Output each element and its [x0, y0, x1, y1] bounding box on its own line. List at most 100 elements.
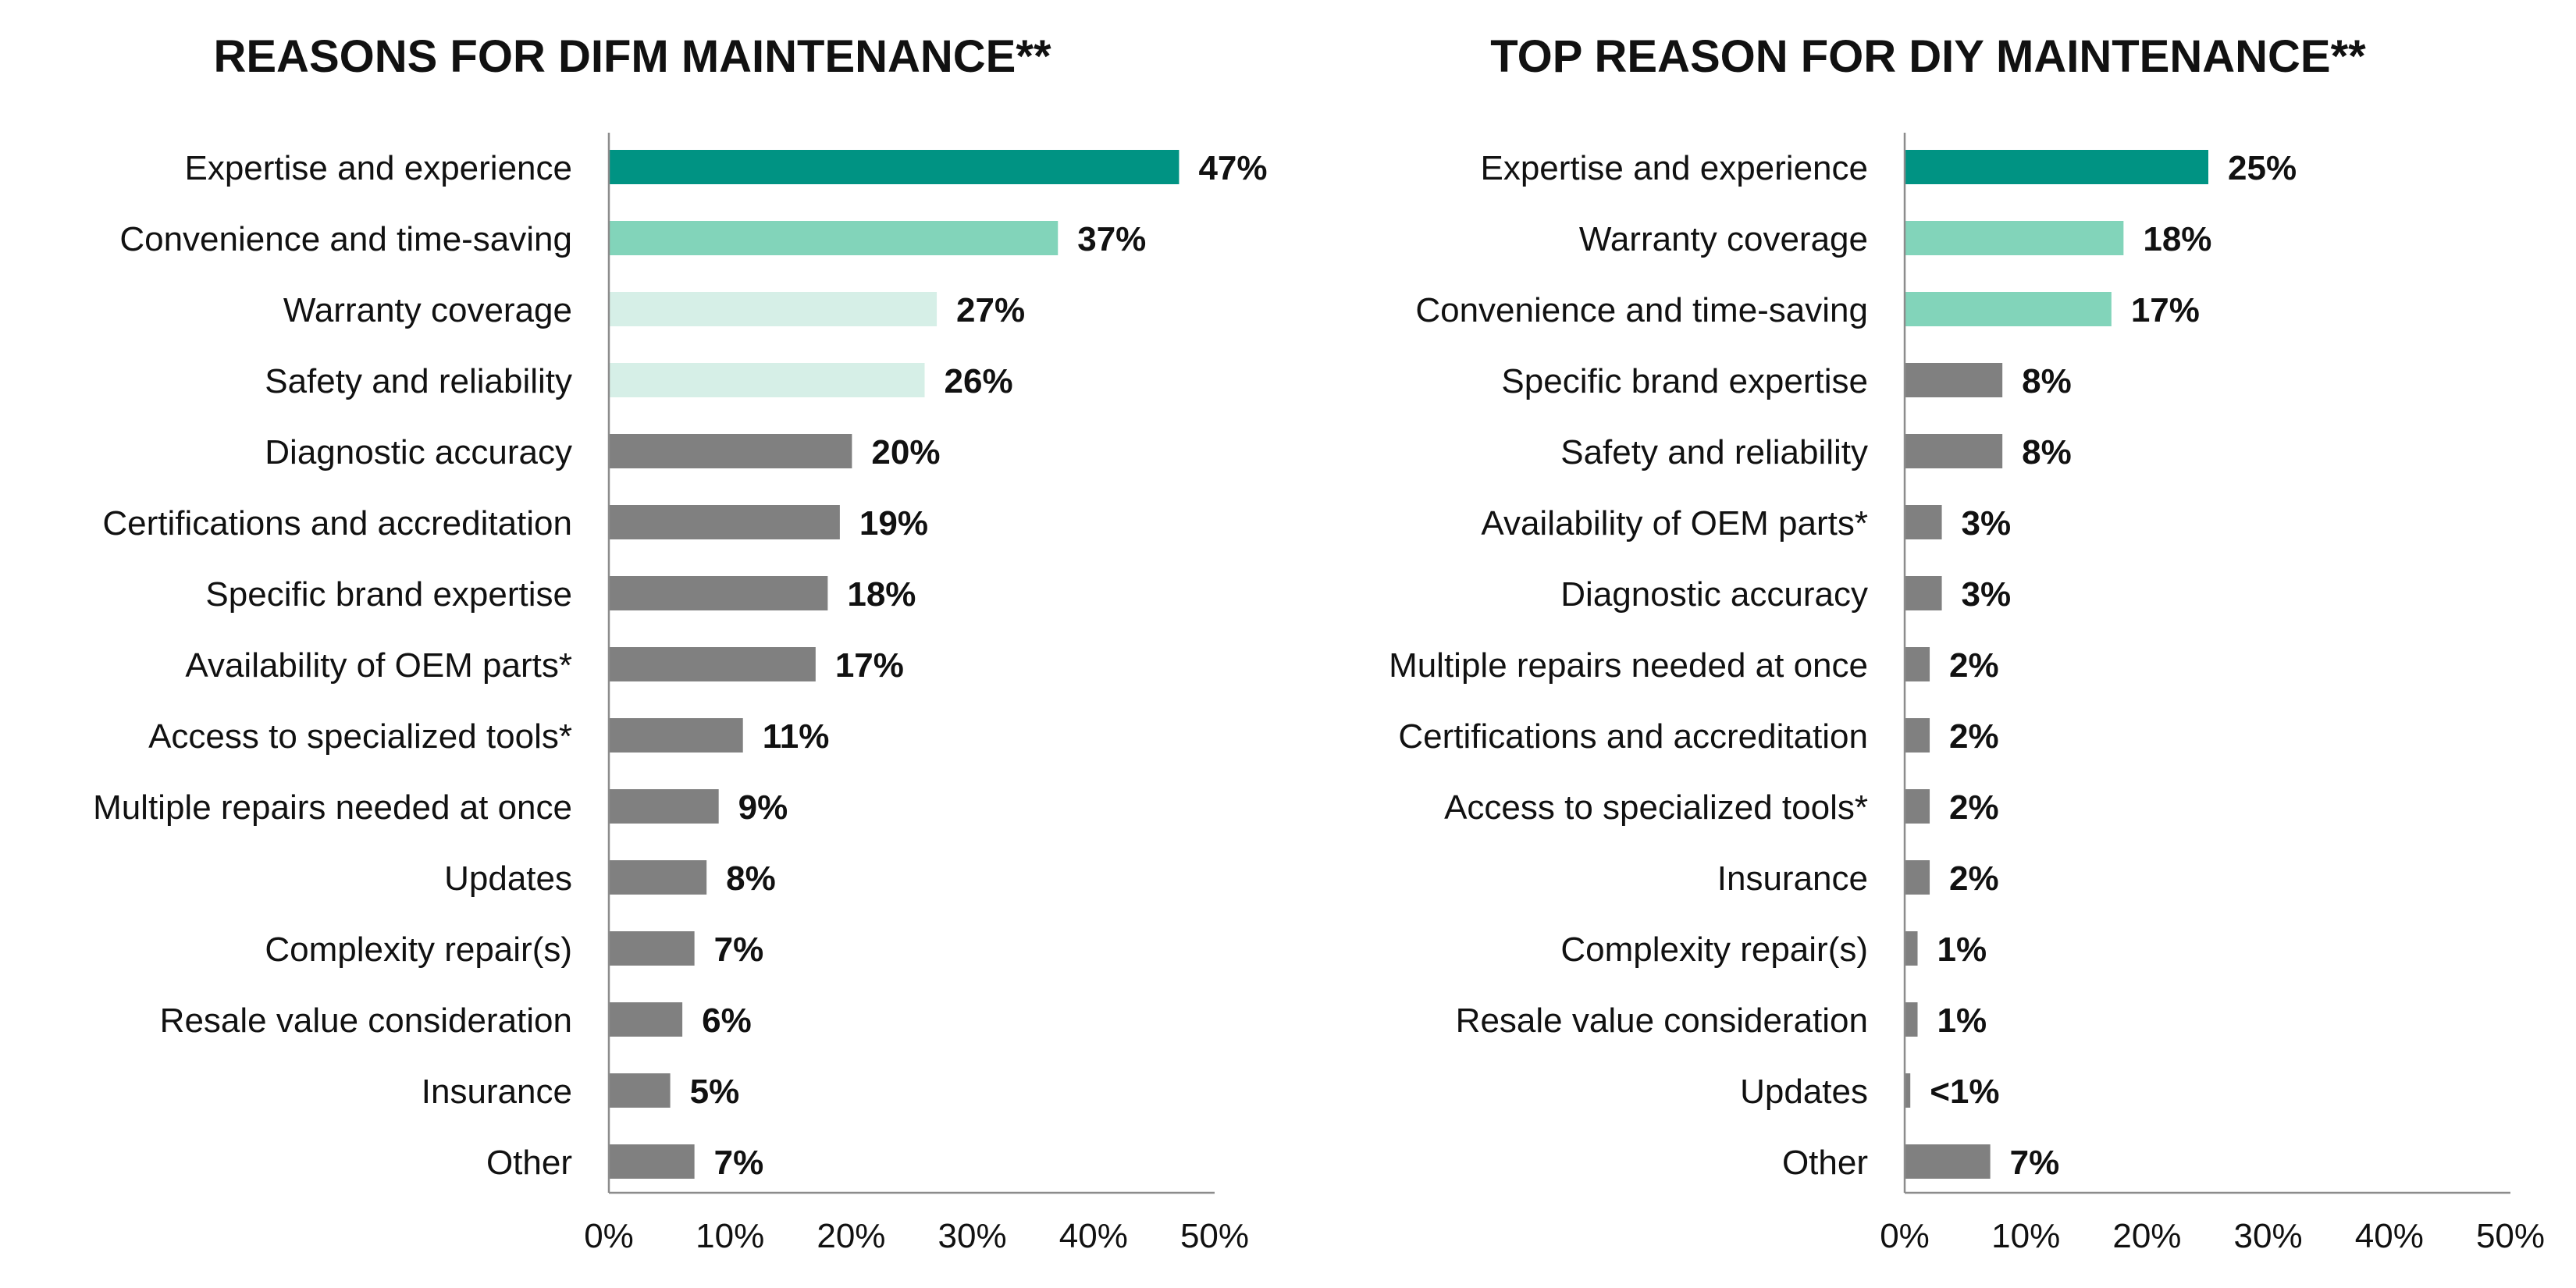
- diy-bar-1: [1905, 221, 2124, 255]
- diy-bar-2: [1905, 292, 2112, 326]
- diy-value-label-0: 25%: [2228, 149, 2297, 187]
- difm-bar-4: [610, 434, 852, 468]
- difm-bar-9: [610, 789, 719, 824]
- difm-value-label-11: 7%: [714, 930, 764, 969]
- diy-bar-0: [1905, 150, 2208, 184]
- difm-category-label-13: Insurance: [422, 1073, 572, 1111]
- diy-bar-11: [1905, 931, 1918, 966]
- diy-category-label-3: Specific brand expertise: [1501, 362, 1868, 400]
- diy-category-label-7: Multiple repairs needed at once: [1389, 646, 1868, 685]
- difm-category-label-8: Access to specialized tools*: [148, 717, 572, 756]
- difm-bar-13: [610, 1073, 671, 1108]
- diy-bar-13: [1905, 1073, 1911, 1108]
- difm-bar-5: [610, 505, 840, 539]
- difm-value-label-9: 9%: [738, 788, 788, 827]
- diy-bar-3: [1905, 363, 2003, 397]
- difm-value-label-0: 47%: [1198, 149, 1267, 187]
- diy-bar-6: [1905, 576, 1942, 610]
- difm-bar-8: [610, 718, 743, 753]
- diy-value-label-5: 3%: [1962, 504, 2012, 543]
- difm-bar-chart: Expertise and experience 47% Convenience a…: [93, 133, 1268, 1255]
- difm-x-tick-label-3: 30%: [938, 1217, 1007, 1255]
- diy-x-tick-label-0: 0%: [1880, 1217, 1930, 1255]
- difm-value-label-5: 19%: [859, 504, 928, 543]
- difm-category-label-6: Specific brand expertise: [205, 575, 572, 614]
- difm-value-label-6: 18%: [847, 575, 916, 614]
- difm-value-label-14: 7%: [714, 1144, 764, 1182]
- diy-value-label-13: <1%: [1930, 1073, 1999, 1111]
- diy-value-label-6: 3%: [1962, 575, 2012, 614]
- difm-value-label-10: 8%: [726, 859, 776, 898]
- diy-value-label-1: 18%: [2143, 220, 2211, 258]
- difm-bar-0: [610, 150, 1179, 184]
- diy-x-tick-label-3: 30%: [2234, 1217, 2303, 1255]
- difm-category-label-12: Resale value consideration: [160, 1002, 572, 1040]
- diy-bar-chart: Expertise and experience 25% Warranty cove…: [1389, 133, 2545, 1255]
- diy-category-label-10: Insurance: [1717, 859, 1868, 898]
- diy-category-label-0: Expertise and experience: [1480, 149, 1868, 187]
- diy-x-tick-label-4: 40%: [2355, 1217, 2424, 1255]
- diy-bar-9: [1905, 789, 1930, 824]
- diy-category-label-8: Certifications and accreditation: [1398, 717, 1868, 756]
- diy-bar-7: [1905, 647, 1930, 681]
- diy-value-label-8: 2%: [1949, 717, 1999, 756]
- difm-value-label-2: 27%: [956, 291, 1025, 329]
- difm-category-label-11: Complexity repair(s): [265, 930, 572, 969]
- difm-value-label-12: 6%: [702, 1002, 752, 1040]
- diy-category-label-14: Other: [1782, 1144, 1868, 1182]
- diy-value-label-2: 17%: [2131, 291, 2200, 329]
- difm-category-label-10: Updates: [444, 859, 572, 898]
- diy-bar-5: [1905, 505, 1942, 539]
- chart-title-diy: TOP REASON FOR DIY MAINTENANCE**: [1490, 31, 2366, 82]
- diy-category-label-1: Warranty coverage: [1579, 220, 1868, 258]
- diy-value-label-7: 2%: [1949, 646, 1999, 685]
- diy-category-label-4: Safety and reliability: [1560, 433, 1868, 471]
- difm-category-label-1: Convenience and time-saving: [119, 220, 572, 258]
- difm-value-label-13: 5%: [690, 1073, 740, 1111]
- diy-value-label-11: 1%: [1937, 930, 1987, 969]
- diy-value-label-3: 8%: [2022, 362, 2072, 400]
- diy-category-label-9: Access to specialized tools*: [1444, 788, 1868, 827]
- difm-category-label-9: Multiple repairs needed at once: [93, 788, 572, 827]
- difm-bar-3: [610, 363, 925, 397]
- diy-x-tick-label-1: 10%: [1991, 1217, 2060, 1255]
- difm-category-label-14: Other: [486, 1144, 572, 1182]
- difm-x-tick-label-4: 40%: [1059, 1217, 1128, 1255]
- diy-category-label-2: Convenience and time-saving: [1415, 291, 1868, 329]
- difm-category-label-4: Diagnostic accuracy: [265, 433, 572, 471]
- difm-x-tick-label-1: 10%: [696, 1217, 764, 1255]
- diy-category-label-13: Updates: [1740, 1073, 1868, 1111]
- diy-value-label-4: 8%: [2022, 433, 2072, 471]
- diy-value-label-12: 1%: [1937, 1002, 1987, 1040]
- difm-bar-12: [610, 1002, 683, 1037]
- diy-category-label-12: Resale value consideration: [1456, 1002, 1868, 1040]
- difm-value-label-3: 26%: [945, 362, 1013, 400]
- diy-value-label-9: 2%: [1949, 788, 1999, 827]
- diy-category-label-6: Diagnostic accuracy: [1560, 575, 1868, 614]
- difm-category-label-0: Expertise and experience: [184, 149, 572, 187]
- difm-value-label-7: 17%: [835, 646, 904, 685]
- diy-bar-4: [1905, 434, 2003, 468]
- difm-bar-6: [610, 576, 828, 610]
- difm-value-label-1: 37%: [1077, 220, 1146, 258]
- difm-x-tick-label-5: 50%: [1180, 1217, 1249, 1255]
- diy-bar-10: [1905, 860, 1930, 895]
- difm-bar-2: [610, 292, 938, 326]
- diy-value-label-14: 7%: [2010, 1144, 2060, 1182]
- difm-bar-14: [610, 1144, 695, 1179]
- difm-category-label-3: Safety and reliability: [265, 362, 572, 400]
- difm-x-tick-label-2: 20%: [817, 1217, 885, 1255]
- diy-value-label-10: 2%: [1949, 859, 1999, 898]
- difm-bar-1: [610, 221, 1059, 255]
- chart-title-difm: REASONS FOR DIFM MAINTENANCE**: [213, 31, 1051, 82]
- diy-x-tick-label-2: 20%: [2112, 1217, 2181, 1255]
- difm-category-label-5: Certifications and accreditation: [102, 504, 572, 543]
- difm-bar-11: [610, 931, 695, 966]
- difm-category-label-7: Availability of OEM parts*: [185, 646, 572, 685]
- diy-bar-8: [1905, 718, 1930, 753]
- difm-x-tick-label-0: 0%: [584, 1217, 634, 1255]
- difm-value-label-8: 11%: [763, 717, 830, 756]
- diy-bar-14: [1905, 1144, 1991, 1179]
- difm-value-label-4: 20%: [871, 433, 940, 471]
